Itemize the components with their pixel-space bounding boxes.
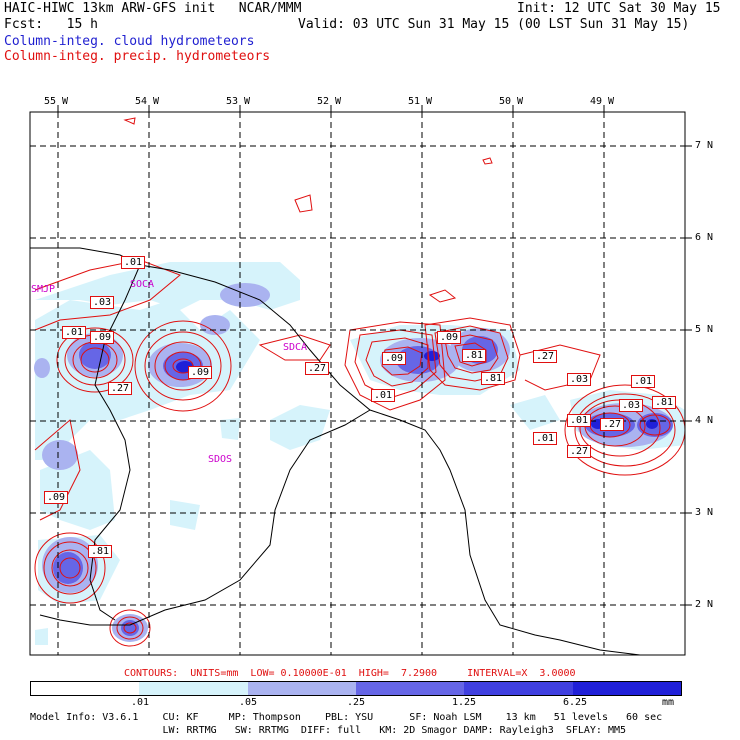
colorbar-tick: .01 [131, 697, 150, 708]
contour-value-label: .09 [437, 331, 462, 344]
colorbar-bin [247, 682, 356, 695]
station-label: SOCA [130, 279, 155, 290]
legend-cloud: Column-integ. cloud hydrometeors [4, 34, 255, 49]
contour-value-label: .27 [533, 350, 558, 363]
lat-label: 6 N [695, 232, 714, 243]
colorbar-bin [31, 682, 140, 695]
lon-label: 50 W [499, 96, 524, 107]
colorbar-bin [139, 682, 248, 695]
contour-value-label: .81 [481, 372, 506, 385]
contour-value-label: .27 [600, 418, 625, 431]
lon-label: 51 W [408, 96, 433, 107]
lon-label: 54 W [135, 96, 160, 107]
lon-label: 52 W [317, 96, 342, 107]
contour-value-label: .81 [88, 545, 113, 558]
station-label: SDOS [208, 454, 233, 465]
contour-value-label: .03 [567, 373, 592, 386]
init-time: Init: 12 UTC Sat 30 May 15 [517, 1, 721, 16]
contour-value-label: .03 [90, 296, 115, 309]
contour-value-label: .81 [652, 396, 677, 409]
contour-value-label: .27 [567, 445, 592, 458]
colorbar-tick: 6.25 [563, 697, 588, 708]
station-label: SMJP [31, 284, 56, 295]
colorbar-bin [572, 682, 681, 695]
colorbar-bin [355, 682, 465, 695]
plot-title: HAIC-HIWC 13km ARW-GFS init NCAR/MMM [4, 1, 302, 16]
colorbar-unit: mm [662, 697, 675, 708]
lat-label: 4 N [695, 415, 714, 426]
contour-value-label: .01 [533, 432, 558, 445]
contour-value-label: .09 [90, 331, 115, 344]
valid-time: Valid: 03 UTC Sun 31 May 15 (00 LST Sun … [298, 17, 690, 32]
lat-lon-grid [30, 112, 685, 655]
axis-ticks [57, 105, 692, 606]
colorbar-bin [464, 682, 573, 695]
map-frame [29, 111, 686, 656]
contour-value-label: .27 [108, 382, 133, 395]
contour-value-label: .27 [305, 362, 330, 375]
colorbar-tick: 1.25 [452, 697, 477, 708]
lat-label: 5 N [695, 324, 714, 335]
forecast-hour: Fcst: 15 h [4, 17, 98, 32]
contours-info: CONTOURS: UNITS=mm LOW= 0.10000E-01 HIGH… [124, 668, 576, 679]
lon-label: 49 W [590, 96, 615, 107]
lat-label: 3 N [695, 507, 714, 518]
model-info-line1: Model Info: V3.6.1 CU: KF MP: Thompson P… [30, 712, 663, 723]
lat-label: 2 N [695, 599, 714, 610]
contour-value-label: .01 [121, 256, 146, 269]
model-info-line2: LW: RRTMG SW: RRTMG DIFF: full KM: 2D Sm… [30, 725, 627, 736]
colorbar [30, 681, 682, 696]
contour-value-label: .01 [62, 326, 87, 339]
legend-precip: Column-integ. precip. hydrometeors [4, 49, 271, 64]
contour-value-label: .01 [631, 375, 656, 388]
colorbar-tick: .05 [239, 697, 258, 708]
station-label: SDCA [283, 342, 308, 353]
lon-label: 55 W [44, 96, 69, 107]
contour-value-label: .09 [382, 352, 407, 365]
contour-value-label: .09 [188, 366, 213, 379]
contour-value-label: .03 [619, 399, 644, 412]
lat-label: 7 N [695, 140, 714, 151]
colorbar-tick: .25 [347, 697, 366, 708]
contour-value-label: .01 [371, 389, 396, 402]
contour-value-label: .09 [44, 491, 69, 504]
contour-value-label: .81 [462, 349, 487, 362]
lon-label: 53 W [226, 96, 251, 107]
contour-value-label: .01 [567, 414, 592, 427]
